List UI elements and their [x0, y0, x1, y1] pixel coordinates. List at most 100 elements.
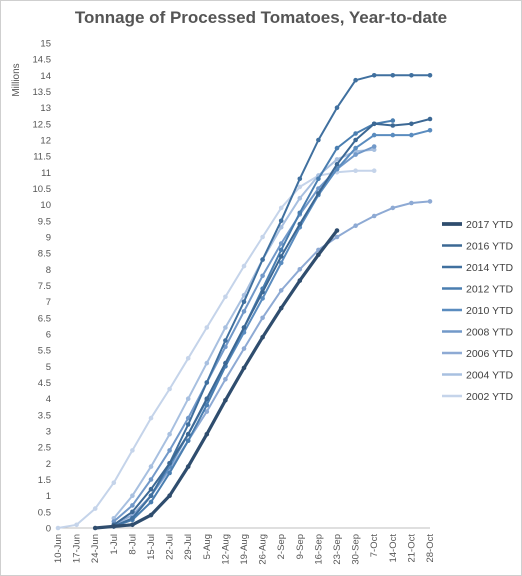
data-point: [148, 512, 154, 518]
data-point: [241, 299, 247, 305]
x-tick-label: 23-Sep: [332, 534, 343, 565]
data-point: [111, 519, 117, 524]
data-point: [334, 162, 340, 167]
data-point: [278, 247, 284, 253]
data-point: [297, 267, 303, 272]
data-point: [278, 241, 284, 246]
data-point: [130, 448, 135, 453]
series-line-2006-ytd: [113, 200, 431, 526]
data-point: [297, 195, 303, 201]
y-tick-label: 0: [46, 524, 51, 535]
data-point: [204, 380, 210, 385]
data-point: [371, 213, 377, 219]
data-point: [185, 438, 191, 444]
data-point: [297, 176, 303, 182]
data-point: [278, 205, 284, 211]
data-point: [185, 464, 191, 469]
x-tick-label: 30-Sep: [351, 534, 362, 565]
data-point: [371, 144, 377, 149]
x-tick-label: 12-Aug: [220, 534, 231, 565]
data-point: [130, 522, 135, 528]
data-point: [390, 132, 396, 138]
data-point: [204, 360, 210, 366]
data-point: [185, 415, 191, 421]
data-point: [223, 294, 228, 300]
data-point: [92, 525, 98, 531]
data-point: [427, 116, 433, 122]
data-point: [353, 77, 358, 83]
data-point: [185, 396, 191, 402]
data-point: [260, 315, 265, 321]
data-point: [390, 205, 396, 211]
legend-label: 2004 YTD: [466, 370, 514, 382]
data-point: [223, 360, 228, 366]
data-point: [260, 334, 265, 340]
y-tick-label: 12: [40, 136, 51, 147]
series-line-2016-ytd: [113, 118, 431, 526]
data-point: [390, 73, 396, 78]
y-tick-label: 14.5: [33, 55, 52, 66]
data-point: [204, 325, 210, 330]
data-point: [353, 223, 358, 228]
y-tick-label: 13.5: [33, 87, 52, 98]
y-tick-label: 2.5: [38, 443, 51, 454]
data-point: [204, 409, 210, 414]
data-point: [111, 524, 117, 529]
data-point: [371, 73, 377, 78]
x-tick-label: 2-Sep: [276, 534, 287, 559]
data-point: [204, 402, 210, 408]
legend-label: 2008 YTD: [466, 327, 514, 339]
y-tick-label: 3.5: [38, 410, 51, 421]
data-point: [241, 365, 247, 371]
data-point: [427, 128, 433, 133]
y-tick-label: 4: [46, 394, 51, 405]
y-tick-label: 6: [46, 330, 51, 341]
y-tick-label: 8.5: [38, 249, 51, 260]
data-point: [185, 431, 191, 437]
x-tick-label: 29-Jul: [183, 534, 194, 560]
data-point: [260, 273, 265, 279]
series-line-2017-ytd: [95, 229, 339, 530]
data-point: [316, 176, 321, 182]
x-tick-label: 24-Jun: [90, 534, 101, 563]
y-axis-label: Millions: [11, 63, 22, 96]
data-point: [148, 477, 154, 482]
y-tick-label: 8: [46, 265, 51, 276]
data-point: [130, 509, 135, 515]
data-point: [353, 131, 358, 136]
data-point: [353, 168, 358, 173]
data-point: [223, 377, 228, 382]
data-point: [148, 493, 154, 499]
data-point: [167, 493, 172, 499]
data-point: [260, 234, 265, 240]
data-point: [297, 221, 303, 227]
data-point: [130, 516, 135, 521]
y-tick-label: 10.5: [33, 184, 52, 195]
data-point: [334, 234, 340, 240]
data-point: [316, 191, 321, 196]
data-point: [371, 168, 377, 173]
data-point: [260, 289, 265, 295]
data-point: [371, 121, 377, 127]
y-tick-label: 9.5: [38, 216, 51, 227]
legend-label: 2012 YTD: [466, 284, 514, 296]
legend-label: 2002 YTD: [466, 391, 514, 403]
data-point: [204, 431, 210, 437]
data-point: [167, 448, 172, 453]
series-line-2014-ytd: [113, 74, 430, 528]
legend-label: 2016 YTD: [466, 241, 514, 253]
chart-title: Tonnage of Processed Tomatoes, Year-to-d…: [74, 8, 448, 27]
data-point: [55, 525, 61, 531]
data-point: [130, 493, 135, 499]
y-tick-label: 1: [46, 491, 51, 502]
y-tick-label: 12.5: [33, 119, 52, 130]
data-point: [409, 121, 414, 127]
data-point: [185, 422, 191, 427]
data-point: [223, 344, 228, 350]
x-tick-label: 28-Oct: [425, 534, 436, 563]
data-point: [167, 470, 172, 476]
data-point: [167, 386, 172, 392]
y-tick-label: 1.5: [38, 475, 51, 486]
data-point: [278, 305, 284, 311]
